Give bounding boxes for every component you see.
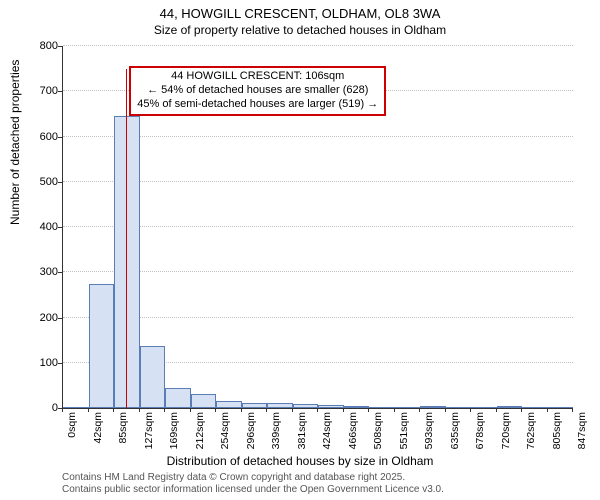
histogram-bar bbox=[318, 405, 344, 408]
x-tick-mark bbox=[368, 408, 369, 412]
x-tick-mark bbox=[190, 408, 191, 412]
footer-line-1: Contains HM Land Registry data © Crown c… bbox=[62, 472, 444, 484]
x-tick-label: 381sqm bbox=[296, 412, 308, 449]
annotation-line: 44 HOWGILL CRESCENT: 106sqm bbox=[137, 70, 378, 84]
y-tick-mark bbox=[58, 227, 62, 228]
histogram-bar bbox=[89, 284, 115, 408]
x-tick-mark bbox=[419, 408, 420, 412]
y-tick-mark bbox=[58, 318, 62, 319]
x-tick-mark bbox=[113, 408, 114, 412]
annotation-line: ← 54% of detached houses are smaller (62… bbox=[137, 84, 378, 98]
y-tick-label: 600 bbox=[18, 131, 58, 143]
title-address: 44, HOWGILL CRESCENT, OLDHAM, OL8 3WA bbox=[0, 6, 600, 23]
x-tick-label: 296sqm bbox=[245, 412, 257, 449]
title-block: 44, HOWGILL CRESCENT, OLDHAM, OL8 3WA Si… bbox=[0, 0, 600, 38]
y-tick-mark bbox=[58, 363, 62, 364]
y-tick-mark bbox=[58, 137, 62, 138]
y-tick-label: 300 bbox=[18, 266, 58, 278]
histogram-bar bbox=[191, 394, 217, 408]
gridline bbox=[63, 181, 573, 182]
x-tick-mark bbox=[317, 408, 318, 412]
y-tick-label: 400 bbox=[18, 221, 58, 233]
x-tick-mark bbox=[394, 408, 395, 412]
plot-area: 44 HOWGILL CRESCENT: 106sqm← 54% of deta… bbox=[62, 46, 573, 409]
x-tick-mark bbox=[496, 408, 497, 412]
x-tick-mark bbox=[292, 408, 293, 412]
histogram-bar bbox=[267, 403, 293, 408]
x-tick-label: 254sqm bbox=[219, 412, 231, 449]
x-tick-label: 169sqm bbox=[168, 412, 180, 449]
x-tick-mark bbox=[266, 408, 267, 412]
y-tick-mark bbox=[58, 272, 62, 273]
footer-attribution: Contains HM Land Registry data © Crown c… bbox=[62, 472, 444, 496]
x-tick-mark bbox=[139, 408, 140, 412]
x-tick-label: 593sqm bbox=[423, 412, 435, 449]
x-axis-title: Distribution of detached houses by size … bbox=[0, 454, 600, 468]
histogram-bar bbox=[420, 406, 446, 408]
annotation-box: 44 HOWGILL CRESCENT: 106sqm← 54% of deta… bbox=[129, 66, 386, 115]
histogram-bar bbox=[369, 407, 395, 408]
x-tick-mark bbox=[88, 408, 89, 412]
y-tick-label: 200 bbox=[18, 312, 58, 324]
x-tick-mark bbox=[470, 408, 471, 412]
y-tick-mark bbox=[58, 46, 62, 47]
x-tick-label: 847sqm bbox=[576, 412, 588, 449]
x-tick-mark bbox=[547, 408, 548, 412]
histogram-bar bbox=[165, 388, 191, 408]
x-tick-label: 720sqm bbox=[500, 412, 512, 449]
x-tick-mark bbox=[62, 408, 63, 412]
histogram-bar bbox=[446, 407, 472, 408]
x-tick-mark bbox=[241, 408, 242, 412]
y-tick-label: 0 bbox=[18, 402, 58, 414]
y-tick-label: 800 bbox=[18, 40, 58, 52]
x-tick-mark bbox=[445, 408, 446, 412]
histogram-bar bbox=[548, 407, 574, 408]
x-tick-label: 424sqm bbox=[321, 412, 333, 449]
x-tick-label: 85sqm bbox=[117, 412, 129, 444]
histogram-bar bbox=[471, 407, 497, 408]
x-tick-label: 678sqm bbox=[474, 412, 486, 449]
footer-line-2: Contains public sector information licen… bbox=[62, 484, 444, 496]
gridline bbox=[63, 45, 573, 46]
gridline bbox=[63, 226, 573, 227]
y-tick-label: 500 bbox=[18, 176, 58, 188]
x-tick-label: 805sqm bbox=[551, 412, 563, 449]
y-tick-label: 700 bbox=[18, 85, 58, 97]
property-marker-line bbox=[126, 69, 127, 408]
gridline bbox=[63, 317, 573, 318]
x-tick-label: 212sqm bbox=[194, 412, 206, 449]
histogram-bar bbox=[344, 406, 370, 408]
x-tick-mark bbox=[343, 408, 344, 412]
x-tick-mark bbox=[164, 408, 165, 412]
y-tick-label: 100 bbox=[18, 357, 58, 369]
histogram-bar bbox=[63, 407, 89, 408]
x-tick-mark bbox=[572, 408, 573, 412]
histogram-bar bbox=[242, 403, 268, 408]
histogram-bar bbox=[497, 406, 523, 408]
x-tick-label: 762sqm bbox=[525, 412, 537, 449]
title-subtitle: Size of property relative to detached ho… bbox=[0, 23, 600, 39]
gridline bbox=[63, 136, 573, 137]
x-tick-mark bbox=[215, 408, 216, 412]
annotation-line: 45% of semi-detached houses are larger (… bbox=[137, 98, 378, 112]
histogram-bar bbox=[216, 401, 242, 408]
y-tick-mark bbox=[58, 91, 62, 92]
x-tick-label: 635sqm bbox=[449, 412, 461, 449]
histogram-bar bbox=[293, 404, 319, 408]
x-tick-mark bbox=[521, 408, 522, 412]
histogram-bar bbox=[522, 407, 548, 408]
x-tick-label: 551sqm bbox=[398, 412, 410, 449]
gridline bbox=[63, 271, 573, 272]
y-tick-mark bbox=[58, 182, 62, 183]
chart-container: 44, HOWGILL CRESCENT, OLDHAM, OL8 3WA Si… bbox=[0, 0, 600, 500]
x-tick-label: 339sqm bbox=[270, 412, 282, 449]
x-tick-label: 466sqm bbox=[347, 412, 359, 449]
x-tick-label: 508sqm bbox=[372, 412, 384, 449]
histogram-bar bbox=[395, 407, 421, 408]
histogram-bar bbox=[140, 346, 166, 408]
x-tick-label: 0sqm bbox=[66, 412, 78, 438]
x-tick-label: 42sqm bbox=[92, 412, 104, 444]
x-tick-label: 127sqm bbox=[143, 412, 155, 449]
